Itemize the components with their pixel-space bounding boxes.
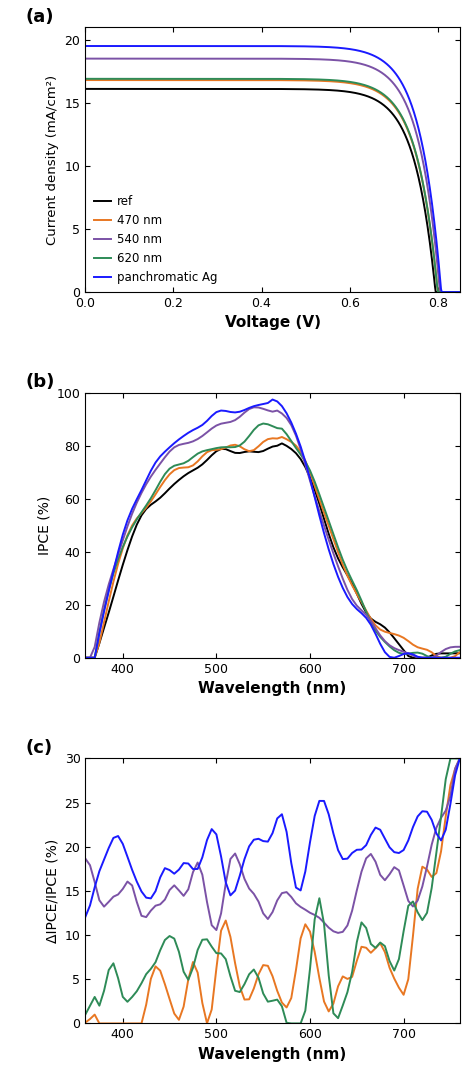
Legend: ref, 470 nm, 540 nm, 620 nm, panchromatic Ag: ref, 470 nm, 540 nm, 620 nm, panchromati…: [91, 193, 220, 286]
ref: [305, 82, 311, 95]
470 nm: [285, 74, 291, 87]
540 nm: [457, 286, 463, 299]
panchromatic Ag: [457, 286, 463, 299]
panchromatic Ag: [439, 286, 445, 299]
panchromatic Ag: [263, 40, 268, 53]
ref: [82, 82, 88, 95]
620 nm: [390, 96, 395, 109]
540 nm: [82, 52, 88, 65]
470 nm: [305, 74, 311, 87]
620 nm: [263, 73, 268, 86]
ref: [433, 286, 438, 299]
540 nm: [285, 52, 291, 65]
panchromatic Ag: [285, 40, 291, 53]
540 nm: [449, 286, 455, 299]
X-axis label: Wavelength (nm): Wavelength (nm): [199, 681, 346, 696]
620 nm: [435, 286, 441, 299]
620 nm: [305, 73, 311, 86]
ref: [260, 82, 266, 95]
panchromatic Ag: [305, 40, 311, 53]
panchromatic Ag: [449, 286, 455, 299]
panchromatic Ag: [82, 39, 88, 52]
540 nm: [260, 52, 266, 65]
ref: [263, 82, 268, 95]
470 nm: [457, 286, 463, 299]
Text: (c): (c): [26, 739, 53, 757]
540 nm: [305, 53, 311, 66]
ref: [390, 107, 395, 120]
540 nm: [263, 52, 268, 65]
470 nm: [263, 74, 268, 87]
Y-axis label: IPCE (%): IPCE (%): [37, 496, 51, 554]
620 nm: [82, 73, 88, 86]
Line: 620 nm: 620 nm: [85, 79, 460, 292]
620 nm: [457, 286, 463, 299]
620 nm: [449, 286, 455, 299]
540 nm: [390, 76, 395, 89]
470 nm: [449, 286, 455, 299]
620 nm: [285, 73, 291, 86]
Text: (a): (a): [26, 8, 54, 26]
ref: [457, 286, 463, 299]
Line: 540 nm: 540 nm: [85, 58, 460, 292]
Line: ref: ref: [85, 89, 460, 292]
Text: (b): (b): [26, 374, 55, 391]
470 nm: [82, 74, 88, 87]
470 nm: [390, 97, 395, 110]
Line: panchromatic Ag: panchromatic Ag: [85, 45, 460, 292]
panchromatic Ag: [260, 40, 266, 53]
panchromatic Ag: [390, 63, 395, 76]
620 nm: [260, 73, 266, 86]
ref: [449, 286, 455, 299]
Line: 470 nm: 470 nm: [85, 80, 460, 292]
X-axis label: Voltage (V): Voltage (V): [225, 315, 320, 330]
Y-axis label: Current density (mA/cm²): Current density (mA/cm²): [46, 75, 59, 245]
470 nm: [260, 74, 266, 87]
540 nm: [438, 286, 443, 299]
X-axis label: Wavelength (nm): Wavelength (nm): [199, 1047, 346, 1061]
470 nm: [435, 286, 441, 299]
Y-axis label: ΔIPCE/IPCE (%): ΔIPCE/IPCE (%): [45, 839, 59, 943]
ref: [285, 82, 291, 95]
